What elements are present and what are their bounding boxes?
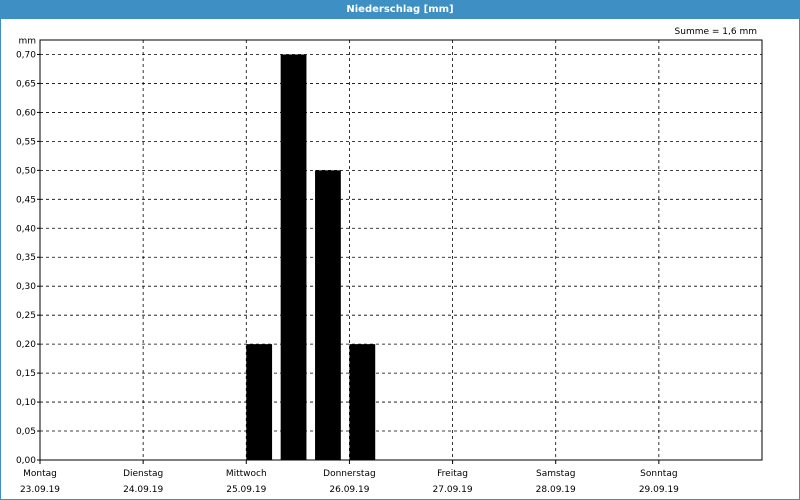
y-tick-label: 0,70	[16, 50, 36, 60]
y-tick-label: 0,40	[16, 224, 36, 234]
x-weekday-label: Sonntag	[640, 469, 677, 479]
x-weekday-label: Dienstag	[123, 469, 163, 479]
y-tick-label: 0,60	[16, 108, 36, 118]
y-axis-label: mm	[18, 36, 36, 46]
grid-lines	[40, 40, 762, 460]
bars	[246, 54, 376, 460]
plot-frame	[39, 39, 763, 461]
x-weekday-label: Samstag	[536, 469, 575, 479]
precipitation-bar	[246, 344, 273, 460]
y-tick-label: 0,05	[16, 427, 36, 437]
x-weekday-label: Freitag	[437, 469, 468, 479]
y-axis: 0,00 0,05 0,10 0,15 0,20 0,25 0,30 0,35 0,40 0,45…	[16, 36, 40, 466]
x-axis: Montag 23.09.19 Dienstag 24.09.19 Mittwoch 25…	[20, 460, 679, 495]
y-tick-label: 0,50	[16, 166, 36, 176]
x-date-label: 26.09.19	[329, 485, 369, 495]
y-tick-label: 0,00	[16, 456, 36, 466]
y-tick-label: 0,55	[16, 137, 36, 147]
y-tick-label: 0,10	[16, 398, 36, 408]
x-date-label: 24.09.19	[123, 485, 163, 495]
x-weekday-label: Mittwoch	[226, 469, 267, 479]
precipitation-bar	[280, 54, 307, 460]
precipitation-bar	[349, 344, 376, 460]
sum-label: Summe = 1,6 mm	[674, 27, 757, 37]
y-tick-label: 0,25	[16, 311, 36, 321]
y-tick-label: 0,20	[16, 340, 36, 350]
y-tick-label: 0,45	[16, 195, 36, 205]
x-weekday-label: Montag	[23, 469, 57, 479]
chart-title: Niederschlag [mm]	[1, 1, 799, 19]
x-date-label: 27.09.19	[433, 485, 473, 495]
x-date-label: 29.09.19	[639, 485, 679, 495]
y-tick-label: 0,15	[16, 369, 36, 379]
y-tick-label: 0,65	[16, 79, 36, 89]
x-date-label: 25.09.19	[226, 485, 266, 495]
x-weekday-label: Donnerstag	[323, 469, 376, 479]
y-tick-label: 0,30	[16, 282, 36, 292]
precipitation-bar	[315, 170, 341, 460]
x-date-label: 23.09.19	[20, 485, 60, 495]
x-date-label: 28.09.19	[536, 485, 576, 495]
y-tick-label: 0,35	[16, 253, 36, 263]
